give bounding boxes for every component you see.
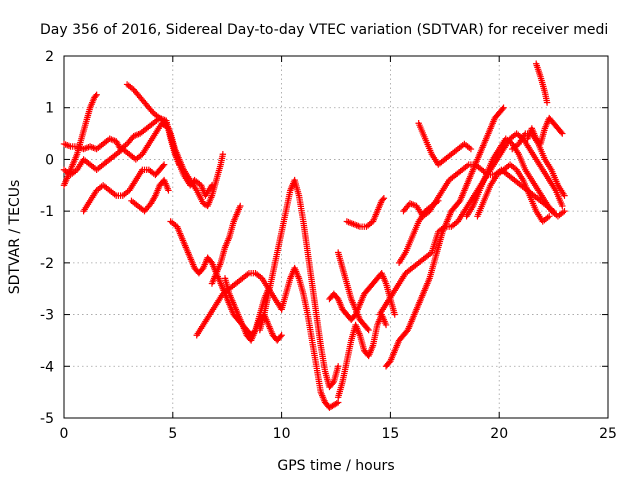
data-series	[463, 135, 568, 220]
data-point	[467, 145, 475, 153]
y-axis-label: SDTVAR / TECUs	[7, 180, 23, 295]
y-tick-label: -4	[40, 359, 54, 375]
data-series	[474, 161, 553, 225]
data-point	[499, 105, 506, 113]
data-series	[509, 130, 568, 199]
y-tick-label: -5	[40, 411, 54, 427]
data-point	[365, 326, 372, 334]
chart-title: Day 356 of 2016, Sidereal Day-to-day VTE…	[40, 22, 608, 38]
data-series	[60, 91, 100, 189]
x-axis-label: GPS time / hours	[277, 458, 394, 474]
x-tick-label: 5	[168, 426, 177, 442]
data-series	[415, 120, 475, 168]
data-series	[278, 264, 342, 411]
y-tick-label: -1	[40, 204, 54, 220]
data-series	[343, 195, 388, 230]
x-tick-label: 15	[381, 426, 399, 442]
data-point	[559, 202, 566, 210]
y-tick-label: 0	[45, 152, 54, 168]
data-point	[237, 202, 244, 210]
data-point	[176, 161, 183, 168]
data-point	[561, 207, 568, 215]
x-tick-label: 10	[273, 426, 291, 442]
plot-frame	[63, 55, 609, 419]
data-point	[109, 136, 117, 144]
data-point	[364, 325, 371, 332]
data-point	[329, 379, 336, 387]
data-point	[208, 182, 216, 189]
data-series	[123, 81, 183, 168]
y-tick-label: -3	[40, 308, 54, 324]
data-point	[219, 151, 227, 158]
data-point	[83, 144, 91, 151]
data-series	[334, 249, 372, 334]
data-point	[382, 321, 390, 329]
data-point	[379, 196, 386, 203]
data-point	[333, 400, 340, 407]
data-point	[410, 201, 417, 208]
x-tick-label: 25	[599, 426, 617, 442]
data-point	[277, 333, 284, 340]
y-tick-label: -2	[40, 256, 54, 272]
data-point	[278, 332, 285, 339]
data-series	[524, 114, 566, 148]
data-series	[532, 60, 551, 106]
data-series	[256, 176, 342, 391]
data-point	[334, 363, 342, 370]
x-tick-label: 0	[60, 426, 69, 442]
y-tick-label: 1	[45, 101, 54, 117]
data-point	[559, 130, 566, 137]
x-tick-label: 20	[490, 426, 508, 442]
data-point	[546, 213, 553, 220]
data-point	[561, 192, 568, 199]
data-series	[382, 104, 507, 370]
data-point	[380, 195, 388, 202]
data-series	[376, 130, 566, 318]
data-point	[558, 129, 565, 136]
data-series	[334, 311, 390, 401]
data-series	[208, 202, 244, 287]
data-series	[128, 176, 172, 215]
data-point	[160, 161, 168, 168]
data-series	[80, 161, 168, 215]
y-tick-label: 2	[45, 49, 54, 65]
data-marks	[60, 60, 568, 411]
data-point	[543, 99, 551, 106]
data-point	[500, 104, 507, 111]
data-point	[159, 162, 167, 170]
data-point	[165, 187, 172, 194]
data-point	[64, 142, 71, 149]
axis-ticks: 0 5 10 15 20 25 -5 -4 -3 -2 -1 0 1 2	[40, 49, 617, 442]
grid	[64, 56, 608, 418]
data-series	[326, 270, 398, 323]
data-point	[391, 311, 398, 318]
data-point	[93, 91, 100, 98]
data-point	[92, 92, 99, 100]
